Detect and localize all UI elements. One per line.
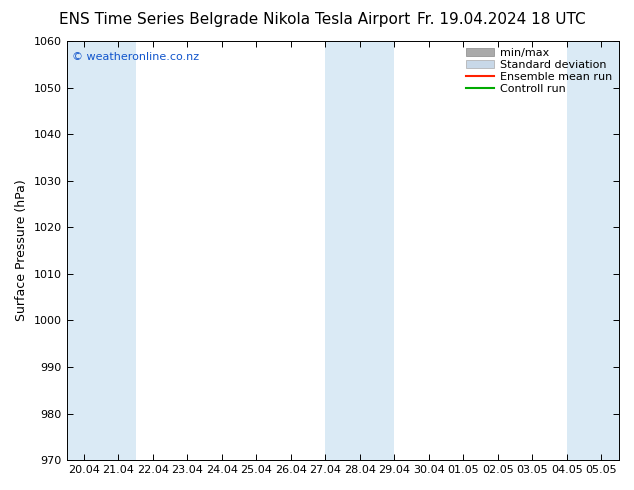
Bar <box>67 41 101 460</box>
Text: Fr. 19.04.2024 18 UTC: Fr. 19.04.2024 18 UTC <box>417 12 585 27</box>
Bar <box>101 41 136 460</box>
Legend: min/max, Standard deviation, Ensemble mean run, Controll run: min/max, Standard deviation, Ensemble me… <box>462 43 616 99</box>
Text: © weatheronline.co.nz: © weatheronline.co.nz <box>72 51 199 62</box>
Y-axis label: Surface Pressure (hPa): Surface Pressure (hPa) <box>15 180 28 321</box>
Text: ENS Time Series Belgrade Nikola Tesla Airport: ENS Time Series Belgrade Nikola Tesla Ai… <box>59 12 410 27</box>
Bar <box>567 41 619 460</box>
Bar <box>325 41 394 460</box>
